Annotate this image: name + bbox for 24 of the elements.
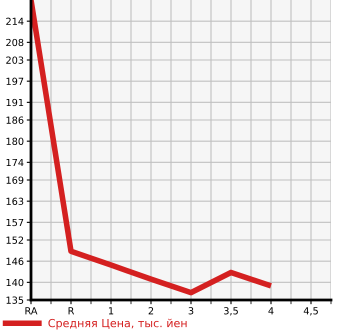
y-tick-label: 208: [6, 38, 24, 46]
x-tick-label: RA: [25, 307, 38, 314]
x-tick-label: 3,5: [224, 307, 238, 316]
y-tick-label: 135: [6, 296, 24, 304]
x-tick-label: 3: [188, 307, 194, 314]
y-tick-label: 180: [6, 138, 24, 146]
y-tick-label: 169: [6, 176, 24, 184]
y-tick-label: 157: [6, 218, 24, 226]
y-tick-label: 140: [6, 278, 24, 286]
y-tick-label: 174: [6, 158, 24, 166]
y-tick-label: 197: [6, 78, 24, 86]
x-tick-label: 4: [268, 307, 274, 314]
y-tick-label: 214: [6, 18, 24, 25]
x-tick-label: 1: [108, 307, 114, 314]
x-tick-label: 2: [148, 307, 154, 314]
y-tick-label: 163: [6, 198, 24, 206]
y-tick-label: 203: [6, 56, 24, 64]
y-tick-label: 191: [6, 98, 24, 106]
x-tick-label: 4,5: [304, 307, 318, 316]
x-tick-label: R: [68, 307, 74, 314]
y-tick-label: 152: [6, 236, 24, 244]
y-tick-label: 186: [6, 116, 24, 124]
legend-label: Средняя Цена, тыс. йен: [48, 318, 187, 330]
y-tick-label: 146: [6, 258, 24, 266]
